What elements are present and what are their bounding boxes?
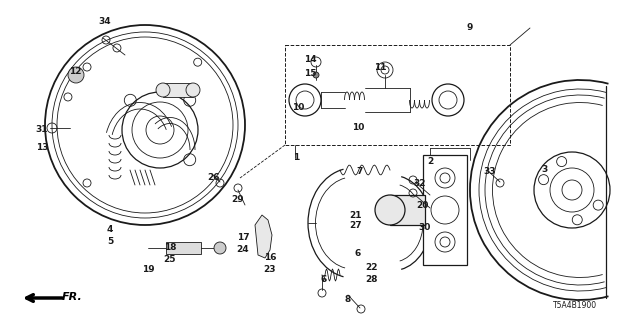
Bar <box>163 83 193 97</box>
Text: 18: 18 <box>164 244 176 252</box>
Text: 19: 19 <box>141 265 154 274</box>
Bar <box>285 45 510 145</box>
Text: 17: 17 <box>237 234 250 243</box>
Text: 10: 10 <box>352 124 364 132</box>
Circle shape <box>562 180 582 200</box>
Text: 20: 20 <box>416 201 428 210</box>
Circle shape <box>68 67 84 83</box>
Text: 8: 8 <box>345 295 351 305</box>
Text: 13: 13 <box>36 143 48 153</box>
Text: 29: 29 <box>232 196 244 204</box>
Text: 28: 28 <box>365 275 377 284</box>
Text: 6: 6 <box>321 276 327 284</box>
Text: 3: 3 <box>542 165 548 174</box>
Text: 21: 21 <box>349 211 362 220</box>
Text: FR.: FR. <box>62 292 83 302</box>
Circle shape <box>186 83 200 97</box>
Text: 16: 16 <box>264 253 276 262</box>
Text: 11: 11 <box>374 63 387 73</box>
Text: 34: 34 <box>99 18 111 27</box>
Text: 10: 10 <box>292 103 304 113</box>
Text: 12: 12 <box>68 68 81 76</box>
Text: 33: 33 <box>484 167 496 177</box>
Bar <box>166 242 201 254</box>
Text: 9: 9 <box>467 23 473 33</box>
Text: 4: 4 <box>107 226 113 235</box>
Circle shape <box>214 242 226 254</box>
Bar <box>390 195 425 225</box>
Text: 25: 25 <box>164 254 176 263</box>
Text: 15: 15 <box>304 68 316 77</box>
Text: 6: 6 <box>355 249 361 258</box>
Text: 32: 32 <box>413 179 426 188</box>
Text: 1: 1 <box>293 154 299 163</box>
Circle shape <box>375 195 405 225</box>
Text: 7: 7 <box>357 167 363 177</box>
Text: 30: 30 <box>419 223 431 233</box>
Text: T5A4B1900: T5A4B1900 <box>553 300 597 309</box>
Text: 24: 24 <box>237 244 250 253</box>
Text: 14: 14 <box>304 55 316 65</box>
Polygon shape <box>255 215 272 258</box>
Bar <box>423 155 467 265</box>
Text: 26: 26 <box>207 173 220 182</box>
Text: 27: 27 <box>349 221 362 230</box>
Text: 31: 31 <box>36 125 48 134</box>
Text: 2: 2 <box>427 157 433 166</box>
Circle shape <box>156 83 170 97</box>
Circle shape <box>313 72 319 78</box>
Text: 22: 22 <box>365 263 377 273</box>
Text: 23: 23 <box>264 265 276 274</box>
Text: 5: 5 <box>107 236 113 245</box>
